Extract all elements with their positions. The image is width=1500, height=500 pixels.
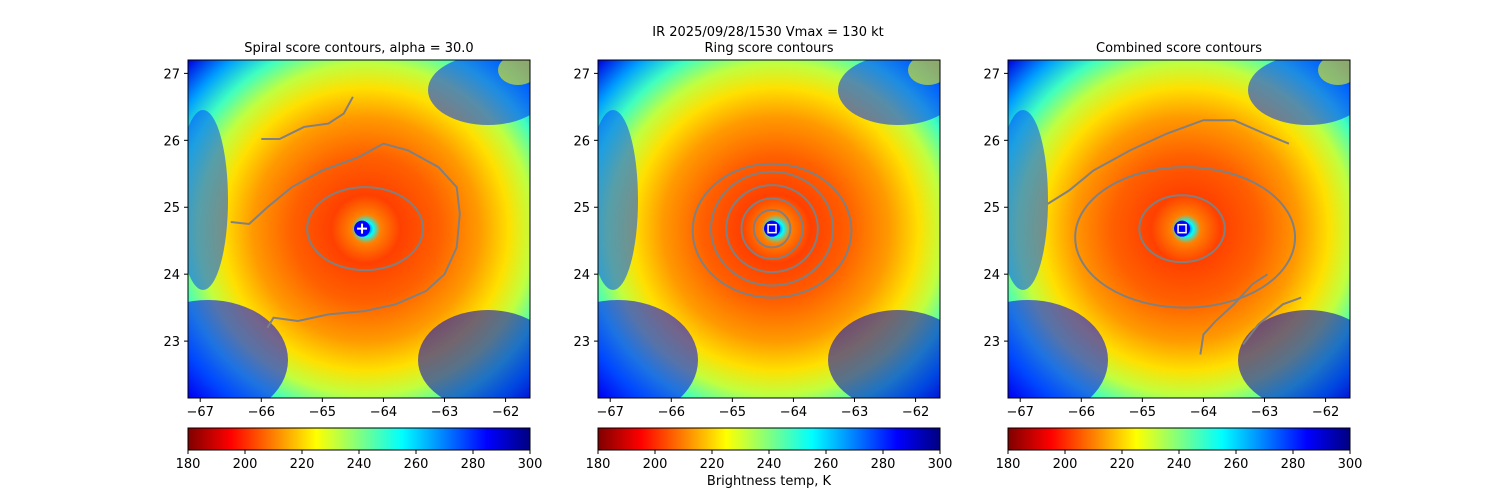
heatmap-image [188, 60, 530, 398]
y-tick-label: 25 [573, 201, 590, 216]
y-tick-label: 23 [163, 335, 180, 350]
colorbar-tick-label: 240 [1167, 457, 1192, 472]
y-tick-label: 24 [983, 268, 1000, 283]
y-tick-label: 27 [983, 67, 1000, 82]
x-tick-label: −64 [780, 405, 807, 420]
y-tick-label: 24 [573, 268, 590, 283]
panel-3: Combined score contours −67 −66 −65 −64 −63 −6… [983, 41, 1363, 472]
y-tick-label: 23 [573, 335, 590, 350]
colorbar-gradient [597, 427, 941, 451]
colorbar-tick-label: 260 [1224, 457, 1249, 472]
x-tick-label: −65 [1129, 405, 1156, 420]
colorbar-gradient [187, 427, 531, 451]
eye-spot [1174, 220, 1191, 237]
colorbar: 180 200 220 240 260 280 300 [586, 427, 953, 472]
colorbar-tick-label: 280 [461, 457, 486, 472]
x-tick-label: −62 [1312, 405, 1339, 420]
colorbar-tick-label: 260 [404, 457, 429, 472]
colorbar-tick-label: 280 [1281, 457, 1306, 472]
colorbar-label: Brightness temp, K [707, 474, 832, 489]
contour-line [725, 184, 819, 274]
x-tick-label: −63 [841, 405, 868, 420]
colorbar-tick-label: 200 [1053, 457, 1078, 472]
x-tick-label: −63 [431, 405, 458, 420]
y-tick-label: 25 [163, 201, 180, 216]
y-tick-label: 27 [573, 67, 590, 82]
contour-line [740, 197, 804, 260]
colorbar-gradient [1007, 427, 1351, 451]
colorbar-tick-label: 260 [814, 457, 839, 472]
x-tick-label: −65 [309, 405, 336, 420]
axes-frame [1007, 59, 1351, 399]
y-tick-label: 26 [983, 134, 1000, 149]
colorbar-tick-label: 200 [233, 457, 258, 472]
colorbar-tick-label: 240 [757, 457, 782, 472]
colorbar-tick-label: 220 [1110, 457, 1135, 472]
x-tick-label: −62 [492, 405, 519, 420]
suptitle: IR 2025/09/28/1530 Vmax = 130 kt [652, 25, 883, 40]
contour-line [1047, 119, 1290, 205]
contour-line [1242, 296, 1302, 346]
y-tick-label: 23 [983, 335, 1000, 350]
x-tick-label: −66 [1068, 405, 1095, 420]
y-tick-label: 26 [163, 134, 180, 149]
contour-line [1074, 166, 1297, 309]
contour-line [691, 162, 853, 299]
colorbar-tick-label: 180 [176, 457, 201, 472]
x-tick-label: −66 [248, 405, 275, 420]
x-tick-label: −67 [596, 405, 623, 420]
panel-2: Ring score contours −67 −66 −65 −64 −63 −62 23 2… [573, 41, 953, 472]
y-tick-label: 26 [573, 134, 590, 149]
colorbar-tick-label: 240 [347, 457, 372, 472]
contour-line [261, 96, 354, 140]
heatmap-image [598, 60, 940, 398]
contour-line [306, 186, 425, 272]
contour-line [1199, 273, 1269, 355]
colorbar-tick-label: 300 [928, 457, 953, 472]
x-tick-label: −67 [186, 405, 213, 420]
colorbar: 180 200 220 240 260 280 300 [996, 427, 1363, 472]
colorbar-tick-label: 300 [1338, 457, 1363, 472]
x-tick-label: −65 [719, 405, 746, 420]
x-tick-label: −63 [1251, 405, 1278, 420]
contour-line [1138, 194, 1226, 264]
contour-line [752, 208, 792, 249]
axes-title: Ring score contours [704, 41, 833, 56]
colorbar-tick-label: 220 [290, 457, 315, 472]
x-tick-label: −66 [658, 405, 685, 420]
colorbar-tick-label: 180 [586, 457, 611, 472]
x-tick-label: −67 [1006, 405, 1033, 420]
colorbar-tick-label: 220 [700, 457, 725, 472]
x-tick-label: −64 [1190, 405, 1217, 420]
x-tick-label: −62 [902, 405, 929, 420]
x-tick-label: −64 [370, 405, 397, 420]
colorbar: 180 200 220 240 260 280 300 [176, 427, 543, 472]
center-square-marker [1177, 223, 1187, 234]
eye-spot [764, 220, 781, 237]
y-tick-label: 25 [983, 201, 1000, 216]
y-tick-label: 24 [163, 268, 180, 283]
axes-title: Spiral score contours, alpha = 30.0 [244, 41, 473, 56]
y-tick-label: 27 [163, 67, 180, 82]
axes-frame [187, 59, 531, 399]
axes-title: Combined score contours [1096, 41, 1262, 56]
colorbar-tick-label: 180 [996, 457, 1021, 472]
colorbar-tick-label: 300 [518, 457, 543, 472]
colorbar-tick-label: 280 [871, 457, 896, 472]
center-plus-marker [357, 223, 368, 234]
colorbar-tick-label: 200 [643, 457, 668, 472]
center-square-marker [767, 223, 777, 234]
contour-line [709, 170, 835, 287]
axes-frame [597, 59, 941, 399]
heatmap-image [1008, 60, 1350, 398]
panel-1: Spiral score contours, alpha = 30.0 −67 −6… [163, 41, 543, 472]
contour-line [230, 142, 461, 329]
